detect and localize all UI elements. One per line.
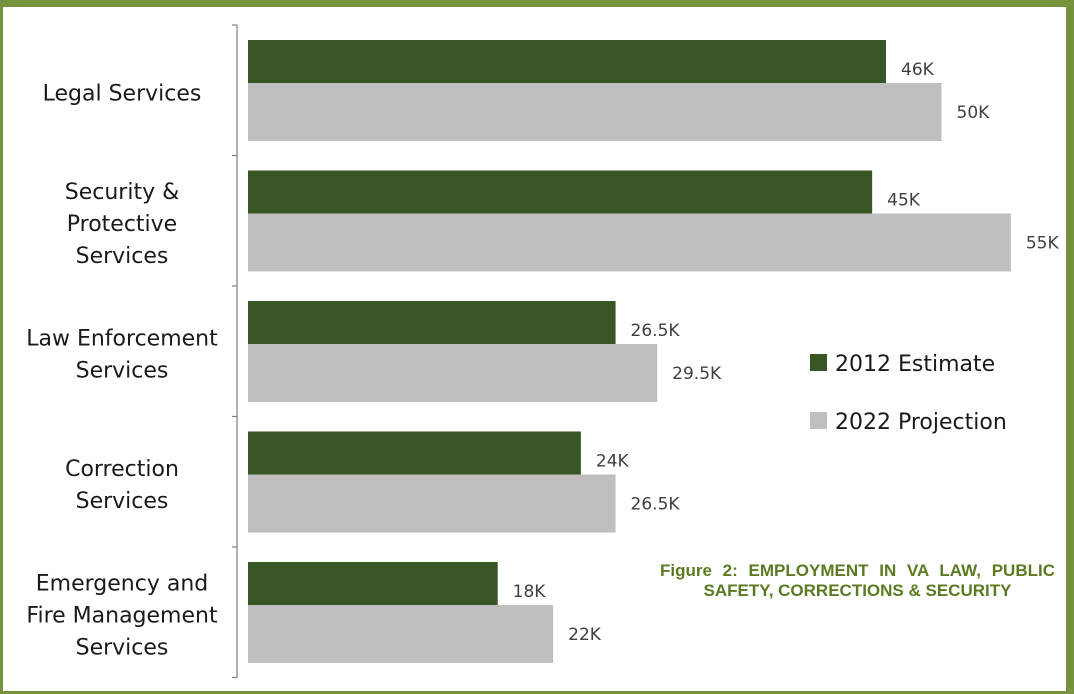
bars	[248, 40, 1011, 663]
category-label: Services	[76, 489, 169, 514]
category-label: Fire Management	[26, 604, 218, 629]
data-label: 46K	[901, 60, 935, 80]
category-axis	[232, 24, 238, 679]
category-label: Legal Services	[43, 82, 202, 107]
data-label: 24K	[596, 452, 630, 472]
category-label: Law Enforcement	[26, 327, 218, 352]
data-label: 22K	[568, 625, 602, 645]
category-label: Services	[76, 636, 169, 661]
data-label: 18K	[513, 582, 547, 602]
legend-label: 2022 Projection	[835, 410, 1007, 435]
category-label: Services	[76, 244, 169, 269]
legend-swatch	[810, 354, 827, 371]
data-labels: 46K 50K 45K 55K 26.5K 29.5K 24K 26.5K 18K 22K	[513, 60, 1060, 645]
legend: 2012 Estimate 2022 Projection	[810, 352, 1007, 435]
category-labels: Legal Services Security & Protective Servic…	[26, 82, 218, 661]
bar-projection-2022	[248, 213, 1011, 272]
bar-projection-2022	[248, 605, 554, 663]
data-label: 45K	[887, 191, 921, 211]
category-label: Protective	[67, 212, 177, 237]
data-label: 55K	[1026, 234, 1060, 254]
data-label: 26.5K	[631, 321, 681, 341]
category-label: Emergency and	[36, 572, 208, 597]
category-label: Security &	[65, 180, 180, 205]
bar-projection-2022	[248, 344, 658, 402]
data-label: 50K	[957, 103, 991, 123]
data-label: 26.5K	[631, 495, 681, 515]
data-label: 29.5K	[672, 364, 722, 384]
legend-label: 2012 Estimate	[835, 352, 995, 377]
legend-swatch	[810, 412, 827, 429]
bar-projection-2022	[248, 474, 616, 533]
figure-title: Figure 2: EMPLOYMENT IN VA LAW, PUBLIC S…	[660, 561, 1055, 600]
category-label: Services	[76, 359, 169, 384]
bar-projection-2022	[248, 83, 942, 141]
category-label: Correction	[65, 457, 179, 482]
